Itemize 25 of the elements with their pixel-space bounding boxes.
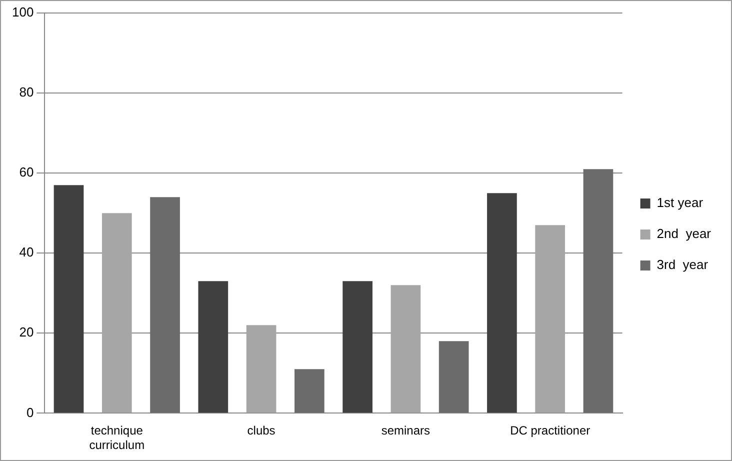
bar: [198, 281, 228, 413]
x-tick-label: clubs: [247, 424, 276, 438]
bar: [487, 193, 517, 413]
legend-label: 1st year: [656, 195, 704, 210]
bar: [390, 285, 421, 413]
bar: [342, 281, 372, 413]
bar: [102, 213, 132, 413]
bar: [150, 197, 180, 413]
bar: [438, 341, 469, 413]
legend-label: 3rd year: [656, 257, 709, 272]
bar: [583, 169, 614, 413]
y-tick-label: 20: [19, 324, 34, 340]
bar: [54, 185, 84, 413]
y-tick-label: 100: [12, 4, 34, 20]
x-tick-label: seminars: [381, 424, 430, 438]
x-tick-label: DC practitioner: [510, 424, 590, 438]
y-tick-label: 60: [19, 164, 34, 180]
x-tick-label: technique curriculum: [89, 424, 145, 452]
legend-label: 2nd year: [656, 226, 712, 242]
y-tick-label: 40: [19, 244, 34, 260]
y-tick-label: 0: [26, 404, 34, 420]
bar: [246, 325, 276, 413]
bar: [535, 225, 566, 413]
y-tick-label: 80: [19, 84, 34, 100]
bar: [294, 369, 324, 413]
